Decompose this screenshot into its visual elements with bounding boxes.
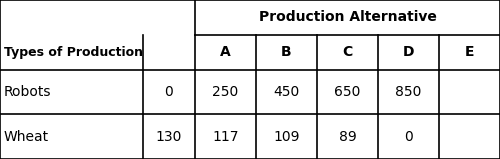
Text: 109: 109 (273, 130, 300, 144)
Text: 650: 650 (334, 85, 360, 99)
Text: C: C (342, 45, 352, 59)
Text: 117: 117 (212, 130, 239, 144)
Text: 0: 0 (404, 130, 413, 144)
Text: E: E (465, 45, 474, 59)
Text: Robots: Robots (4, 85, 52, 99)
Text: D: D (403, 45, 414, 59)
Text: 130: 130 (156, 130, 182, 144)
Text: A: A (220, 45, 231, 59)
Text: Production Alternative: Production Alternative (258, 10, 436, 24)
Text: 850: 850 (396, 85, 421, 99)
Text: 250: 250 (212, 85, 238, 99)
Text: 0: 0 (164, 85, 173, 99)
Text: 89: 89 (338, 130, 356, 144)
Text: B: B (281, 45, 292, 59)
Text: Types of Production: Types of Production (4, 46, 143, 59)
Text: 450: 450 (274, 85, 299, 99)
Text: Wheat: Wheat (4, 130, 49, 144)
